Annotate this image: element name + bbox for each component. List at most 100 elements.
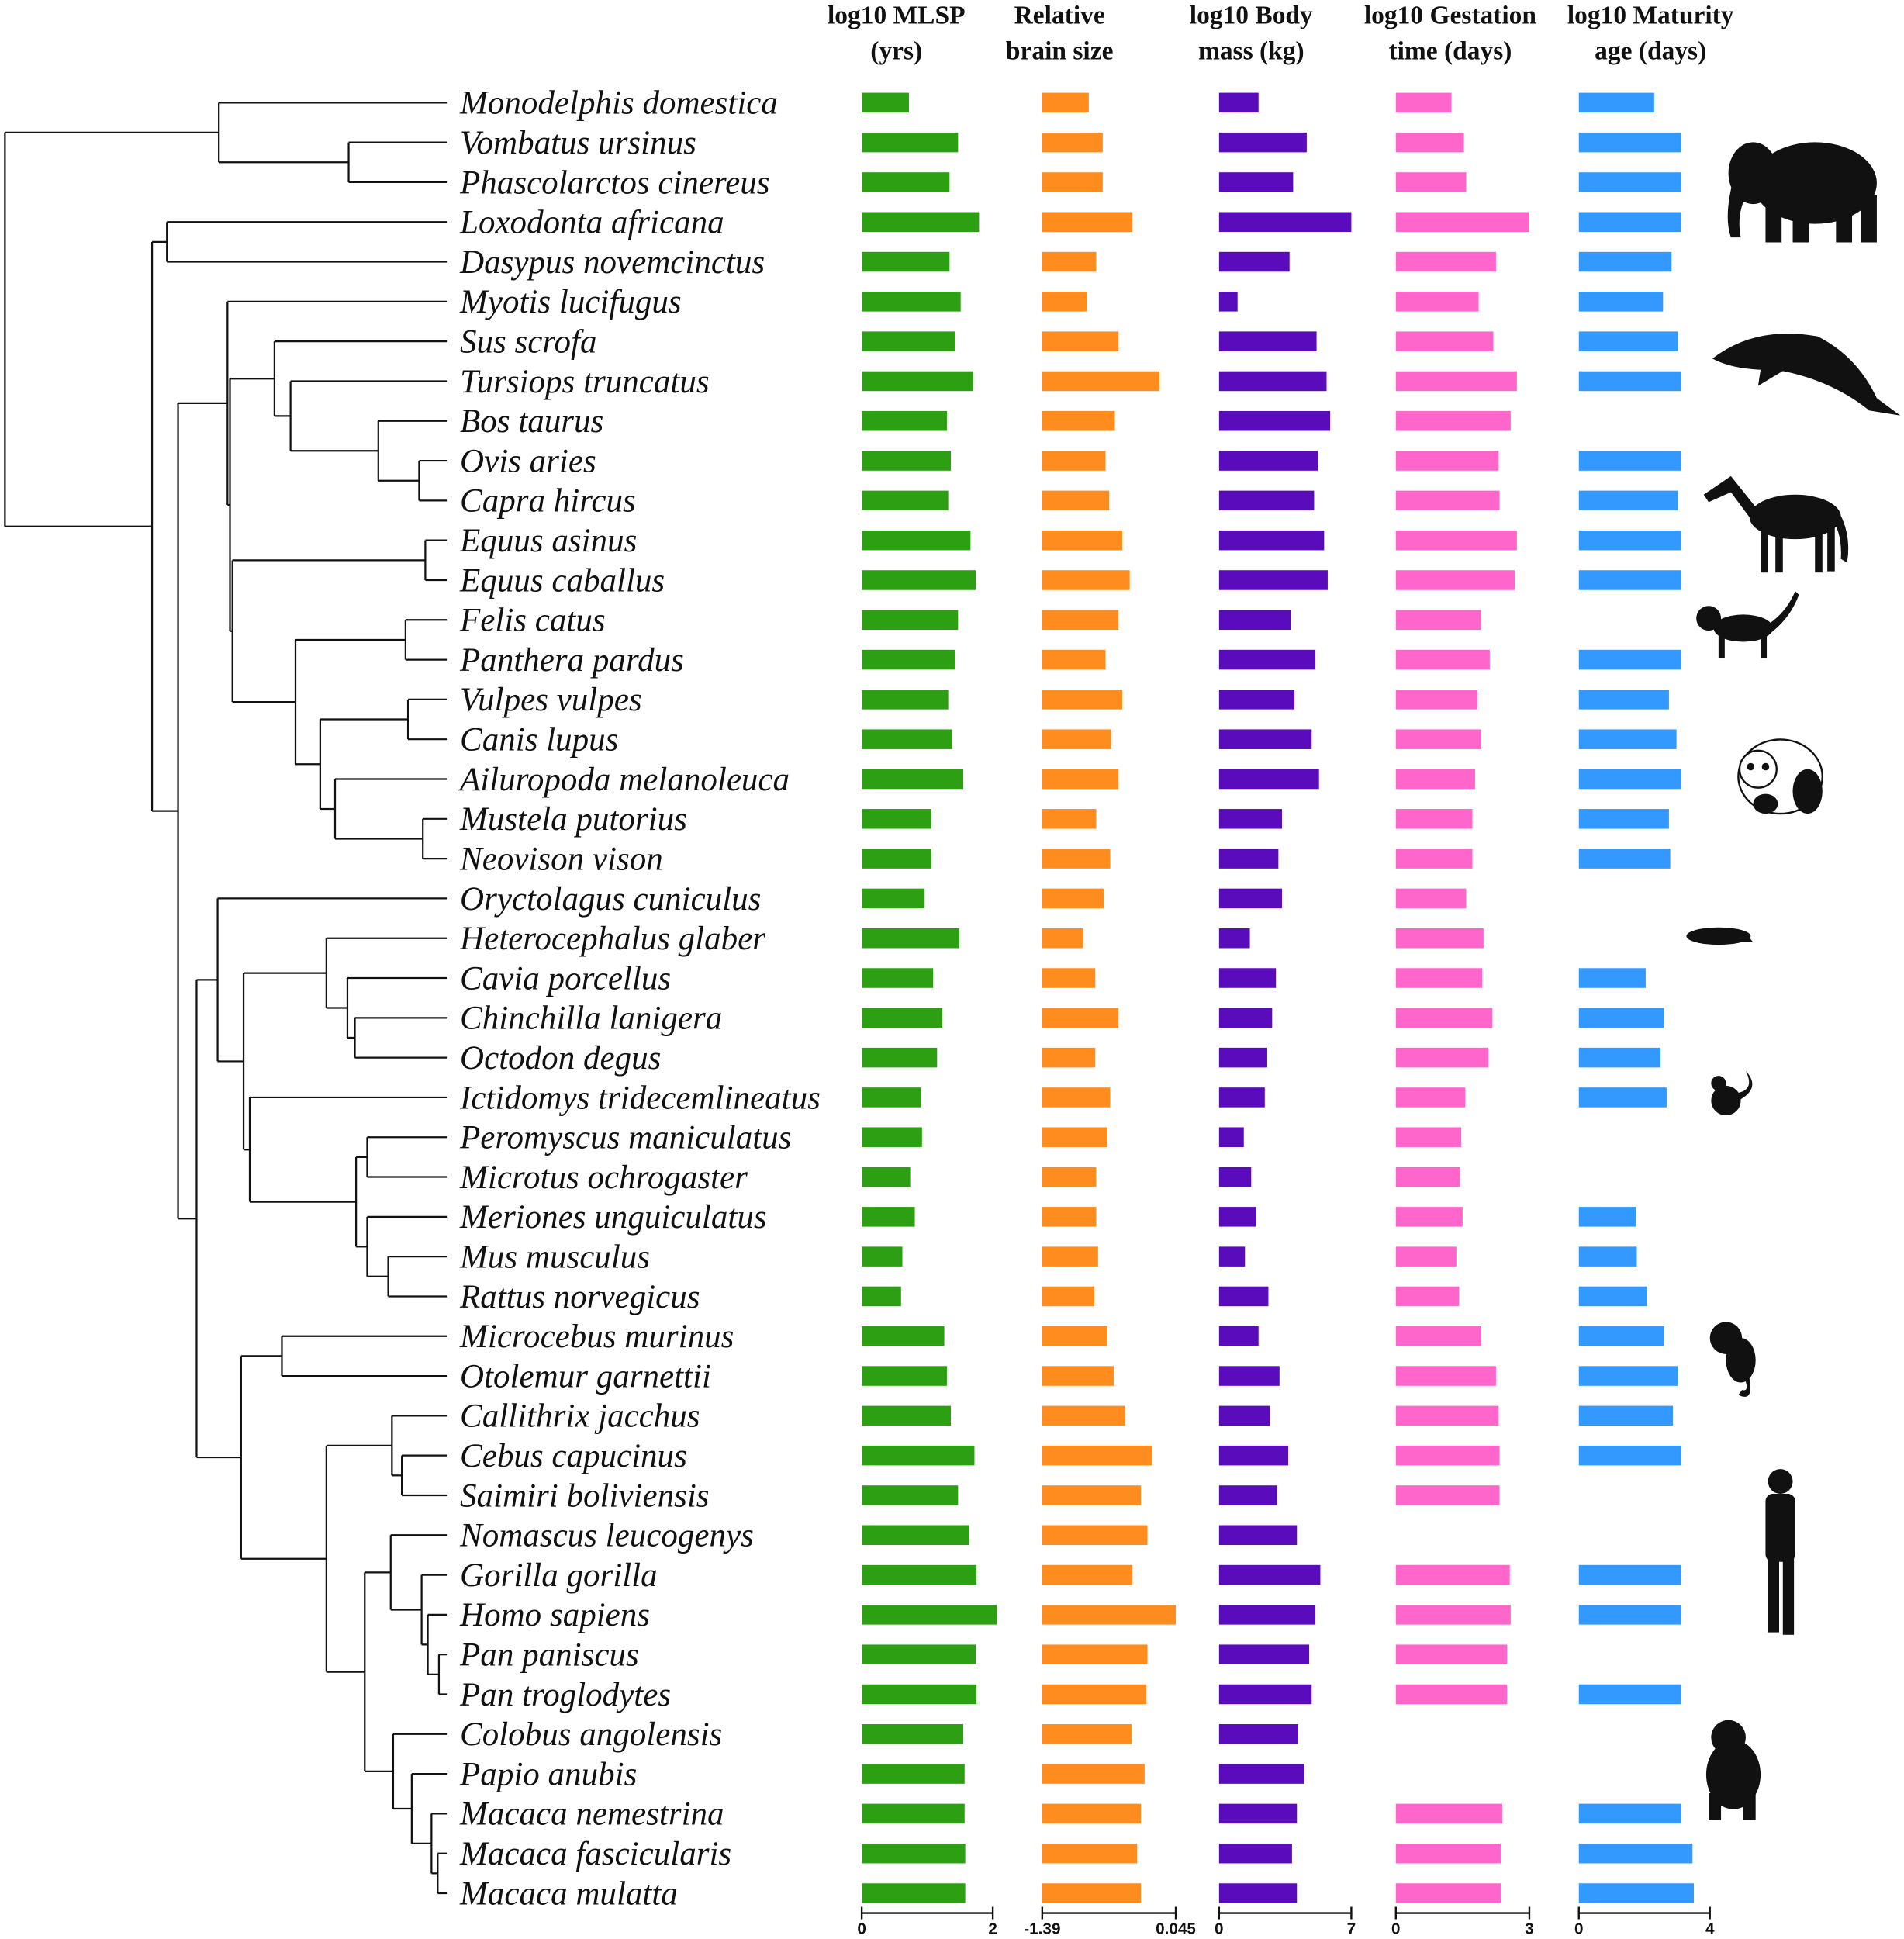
bar (1042, 649, 1106, 670)
axis-tick-label: 4 (1705, 1920, 1715, 1938)
bar (1395, 1485, 1500, 1505)
bar (1218, 769, 1319, 790)
bar (1395, 1684, 1508, 1705)
bar (1395, 1207, 1463, 1227)
species-label: Peromyscus maniculatus (459, 1120, 791, 1156)
species-label: Canis lupus (460, 722, 618, 759)
bar (1578, 570, 1681, 590)
bar (1395, 1167, 1460, 1187)
panel-header: log10 MLSP (828, 1, 966, 29)
bar (1395, 1366, 1496, 1386)
bar (1218, 1684, 1312, 1705)
bar (1042, 1047, 1096, 1068)
bar (862, 769, 964, 790)
bar (1218, 1803, 1298, 1824)
animal-silhouettes (1686, 142, 1901, 1820)
bar (1395, 1087, 1466, 1108)
bar (1578, 1326, 1664, 1346)
bar (1218, 610, 1291, 631)
bar (1042, 610, 1119, 631)
bar (1395, 1564, 1510, 1585)
bar (862, 490, 949, 511)
bar (1218, 1047, 1267, 1068)
bar (1218, 1207, 1256, 1227)
bar (1218, 1286, 1269, 1307)
bar (862, 1087, 922, 1108)
species-label: Meriones unguiculatus (459, 1199, 767, 1236)
bar (862, 1127, 922, 1147)
bar (1218, 251, 1290, 272)
phylogenetic-tree (4, 102, 448, 1895)
bar (1218, 1724, 1298, 1744)
bar (1578, 1803, 1681, 1824)
bar (1578, 1087, 1667, 1108)
bar (1578, 1684, 1681, 1705)
bar (1042, 172, 1103, 192)
bar (1042, 411, 1115, 431)
bar (862, 928, 960, 949)
bar (1042, 1564, 1133, 1585)
species-label: Vombatus ursinus (460, 125, 696, 161)
bar (1042, 490, 1110, 511)
bar (1395, 172, 1467, 192)
axis-tick-label: 0 (1574, 1920, 1584, 1938)
species-label: Ailuropoda melanoleuca (458, 762, 790, 798)
bar (1578, 490, 1678, 511)
species-label: Mustela putorius (459, 801, 687, 838)
bar (862, 729, 952, 749)
bar (1578, 1883, 1695, 1903)
species-label: Gorilla gorilla (460, 1557, 658, 1594)
bar (1042, 1326, 1107, 1346)
trait-bar-panels: log10 MLSP (yrs) 0 2 Relative brain size -1.39… (828, 1, 1734, 1937)
bar (1042, 1286, 1095, 1307)
squirrel-icon (1711, 1070, 1753, 1116)
bar (1042, 92, 1089, 113)
bar (862, 530, 971, 551)
bar (1042, 1843, 1138, 1864)
bar (1042, 1246, 1098, 1267)
panel-header: brain size (1006, 37, 1114, 66)
bar (1218, 1525, 1298, 1546)
bar (1042, 1485, 1142, 1505)
bar (1042, 530, 1123, 551)
panda-icon (1737, 738, 1823, 815)
bar (862, 1405, 952, 1426)
bar (1578, 1843, 1693, 1864)
bar (1578, 451, 1681, 471)
bar (1578, 1366, 1678, 1386)
species-label: Phascolarctos cinereus (459, 164, 770, 201)
bar (862, 92, 909, 113)
bushbaby-icon (1709, 1322, 1756, 1397)
species-label: Pan troglodytes (459, 1677, 671, 1713)
mole-rat-icon (1686, 927, 1754, 945)
bar (1042, 888, 1104, 909)
bar (1578, 729, 1677, 749)
bar (1042, 769, 1119, 790)
bar (1578, 1605, 1681, 1625)
bar (1395, 849, 1473, 869)
bar (862, 132, 959, 153)
bar (1395, 1405, 1499, 1426)
bar (1042, 1405, 1125, 1426)
bar (1578, 371, 1681, 392)
bar (1395, 1246, 1457, 1267)
axis-tick-label: 0.045 (1156, 1920, 1196, 1938)
species-label: Dasypus novemcinctus (459, 244, 765, 281)
species-label: Monodelphis domestica (459, 85, 778, 122)
bar (1395, 610, 1481, 631)
bar (1395, 1803, 1502, 1824)
panel-header: log10 Maturity (1567, 1, 1734, 29)
bar (1218, 92, 1259, 113)
species-label: Tursiops truncatus (460, 364, 710, 400)
bar (1218, 1485, 1277, 1505)
species-label: Colobus angolensis (460, 1716, 722, 1753)
bar (1578, 690, 1669, 710)
species-label: Equus caballus (459, 562, 665, 599)
species-label: Chinchilla lanigera (460, 1001, 722, 1037)
bar (1395, 769, 1475, 790)
species-label: Cebus capucinus (460, 1438, 687, 1474)
bar (1042, 1684, 1147, 1705)
bar (1578, 251, 1672, 272)
bar (1395, 1326, 1481, 1346)
